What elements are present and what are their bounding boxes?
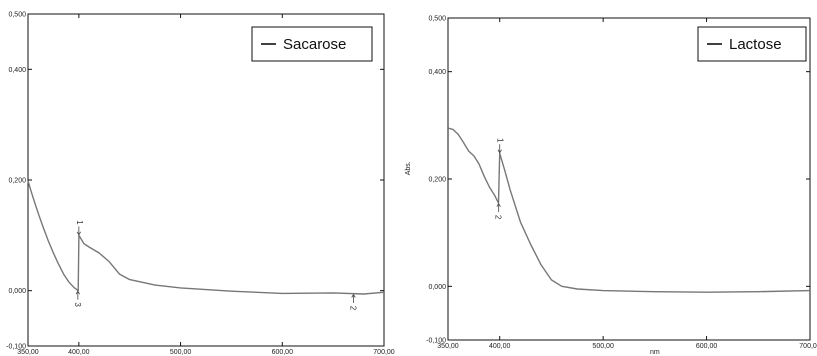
y-tick-label: 0,000 xyxy=(8,288,26,295)
x-tick-label: 500,00 xyxy=(592,343,614,350)
legend: Lactose xyxy=(697,26,807,62)
x-tick-label: 700,00 xyxy=(373,349,395,356)
x-tick-label: 350,00 xyxy=(437,343,459,350)
x-tick-label: 400,00 xyxy=(489,343,511,350)
y-tick-label: 0,400 xyxy=(8,67,26,74)
peak-label: 3 xyxy=(73,302,82,307)
x-tick-label: 600,00 xyxy=(696,343,718,350)
legend-entry: Lactose xyxy=(729,36,782,53)
peak-label: 2 xyxy=(494,215,503,220)
y-tick-label: 0,400 xyxy=(428,69,446,76)
peak-marker: 1 xyxy=(496,138,505,154)
peak-label: 2 xyxy=(348,306,357,311)
x-axis-title: nm xyxy=(650,349,660,356)
peak-label: 1 xyxy=(496,138,505,143)
peak-marker: 1 xyxy=(75,220,84,236)
peak-marker: 3 xyxy=(73,290,82,307)
legend-entry: Sacarose xyxy=(283,36,346,53)
x-tick-label: 350,00 xyxy=(17,349,39,356)
peak-marker: 2 xyxy=(494,202,503,220)
x-tick-label: 500,00 xyxy=(170,349,192,356)
plot-frame xyxy=(27,13,385,347)
peak-label: 1 xyxy=(75,220,84,225)
x-tick-label: 600,00 xyxy=(272,349,294,356)
y-tick-label: -0,100 xyxy=(6,344,26,351)
y-tick-label: 0,500 xyxy=(428,16,446,23)
y-axis-title: Abs. xyxy=(405,161,412,175)
y-tick-label: 0,200 xyxy=(428,177,446,184)
y-tick-label: 0,200 xyxy=(8,178,26,185)
y-tick-label: -0,100 xyxy=(426,338,446,345)
series-line-lactose xyxy=(447,127,811,293)
y-tick-label: 0,500 xyxy=(8,12,26,19)
series-line-sacarose xyxy=(27,180,385,295)
legend: Sacarose xyxy=(251,26,373,62)
x-tick-label: 400,00 xyxy=(68,349,90,356)
peak-marker: 2 xyxy=(348,293,357,311)
y-tick-label: 0,000 xyxy=(428,284,446,291)
x-tick-label: 700,00 xyxy=(799,343,817,350)
